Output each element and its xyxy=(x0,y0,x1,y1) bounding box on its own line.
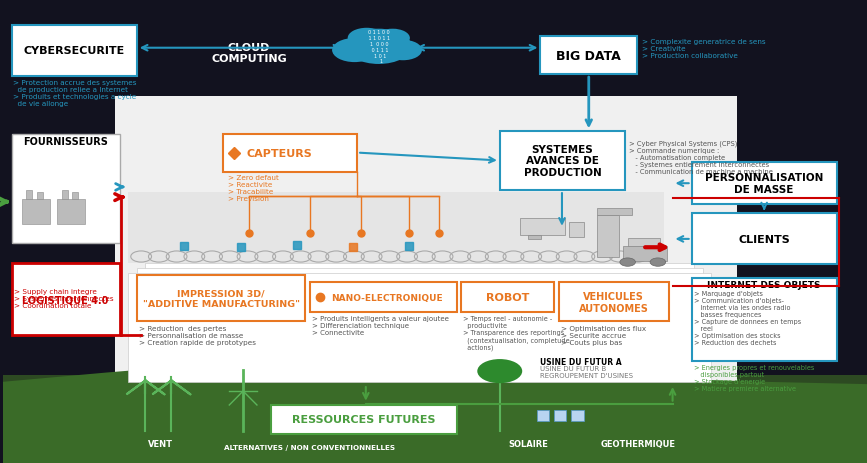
Bar xyxy=(597,215,619,257)
FancyBboxPatch shape xyxy=(692,214,837,265)
Text: > Protection accrue des systemes
  de production reliee a Internet
> Produits et: > Protection accrue des systemes de prod… xyxy=(13,80,137,106)
Text: REGROUPEMENT D'USINES: REGROUPEMENT D'USINES xyxy=(540,372,634,378)
Text: SYSTEMES
AVANCES DE
PRODUCTION: SYSTEMES AVANCES DE PRODUCTION xyxy=(524,144,602,178)
Text: CLIENTS: CLIENTS xyxy=(739,234,790,244)
Circle shape xyxy=(478,359,522,383)
Text: > Reduction  des pertes
> Personnalisation de masse
> Creation rapide de prototy: > Reduction des pertes > Personnalisatio… xyxy=(140,325,257,345)
Text: USINE DU FUTUR A: USINE DU FUTUR A xyxy=(540,357,622,367)
Circle shape xyxy=(384,41,422,61)
Bar xyxy=(597,208,632,215)
Circle shape xyxy=(375,30,410,48)
Bar xyxy=(623,247,667,262)
Bar xyxy=(115,97,738,384)
Text: > Temps reel - autonomie -
  productivite
> Transparence des reportings
  (conte: > Temps reel - autonomie - productivite … xyxy=(464,316,572,350)
FancyBboxPatch shape xyxy=(146,264,694,373)
Bar xyxy=(128,192,664,264)
Text: > Energies propres et renouvelables
   disponibles partout
> Stockage d'energie
: > Energies propres et renouvelables disp… xyxy=(694,364,814,391)
Circle shape xyxy=(332,39,377,63)
Text: NANO-ELECTRONIQUE: NANO-ELECTRONIQUE xyxy=(331,293,443,302)
Bar xyxy=(537,410,549,421)
Text: GEOTHERMIQUE: GEOTHERMIQUE xyxy=(601,439,675,448)
Bar xyxy=(554,410,566,421)
Circle shape xyxy=(348,29,386,49)
Bar xyxy=(36,193,42,199)
FancyBboxPatch shape xyxy=(461,282,554,313)
FancyBboxPatch shape xyxy=(128,273,712,382)
Text: > Supply chain integre
> Systemes interconnectes
> Coordination totale: > Supply chain integre > Systemes interc… xyxy=(14,288,114,308)
Text: FOURNISSEURS: FOURNISSEURS xyxy=(23,136,108,146)
Text: > Cyber Physical Systems (CPS)
> Commande numerique :
   - Automatisation comple: > Cyber Physical Systems (CPS) > Command… xyxy=(629,140,773,174)
Text: > Complexite generatrice de sens
> Creativite
> Production collaborative: > Complexite generatrice de sens > Creat… xyxy=(642,38,766,59)
Bar xyxy=(571,410,583,421)
Text: CAPTEURS: CAPTEURS xyxy=(246,148,312,158)
Text: INTERNET DES OBJETS: INTERNET DES OBJETS xyxy=(707,280,821,289)
Text: USINE DU FUTUR B: USINE DU FUTUR B xyxy=(540,366,607,371)
Text: CYBERSECURITE: CYBERSECURITE xyxy=(23,46,125,56)
FancyBboxPatch shape xyxy=(692,279,837,361)
Bar xyxy=(3,375,867,463)
Polygon shape xyxy=(3,363,867,463)
FancyBboxPatch shape xyxy=(558,282,669,322)
Text: IMPRESSION 3D/
"ADDITIVE MANUFACTURING": IMPRESSION 3D/ "ADDITIVE MANUFACTURING" xyxy=(142,289,300,308)
Text: CLOUD
COMPUTING: CLOUD COMPUTING xyxy=(212,43,287,64)
Circle shape xyxy=(650,258,666,267)
Bar xyxy=(528,235,541,240)
Text: 0 1 1 0 0
 1 1 0 1 1
1  0 0 0
 0 1 1 1
  1 0 1
    1: 0 1 1 0 0 1 1 0 1 1 1 0 0 0 0 1 1 1 1 0 … xyxy=(368,30,390,64)
Text: > Produits intelligents a valeur ajoutee
> Differenciation technique
> Connectiv: > Produits intelligents a valeur ajoutee… xyxy=(312,316,449,336)
Bar xyxy=(62,191,68,199)
Text: VEHICULES
AUTONOMES: VEHICULES AUTONOMES xyxy=(579,291,649,313)
Text: > Zero defaut
> Reactivite
> Tracabilite
> Prevision: > Zero defaut > Reactivite > Tracabilite… xyxy=(227,175,278,202)
Bar xyxy=(519,219,564,235)
Bar xyxy=(22,199,49,225)
FancyBboxPatch shape xyxy=(692,163,837,205)
Text: RESSOURCES FUTURES: RESSOURCES FUTURES xyxy=(292,414,435,425)
Text: BIG DATA: BIG DATA xyxy=(557,50,621,63)
Bar xyxy=(628,238,661,247)
FancyBboxPatch shape xyxy=(11,134,120,243)
Text: > Optimisation des flux
> Securite accrue
> Couts plus bas: > Optimisation des flux > Securite accru… xyxy=(561,325,646,345)
Text: VENT: VENT xyxy=(147,439,173,448)
Bar xyxy=(57,199,85,225)
Bar xyxy=(72,193,78,199)
FancyBboxPatch shape xyxy=(11,264,120,336)
FancyBboxPatch shape xyxy=(137,275,305,322)
FancyBboxPatch shape xyxy=(11,25,137,76)
Circle shape xyxy=(620,258,636,267)
Circle shape xyxy=(346,30,412,65)
Text: SOLAIRE: SOLAIRE xyxy=(508,439,548,448)
Bar xyxy=(26,191,32,199)
Text: PERSONNALISATION
DE MASSE: PERSONNALISATION DE MASSE xyxy=(705,173,824,194)
FancyBboxPatch shape xyxy=(137,269,703,377)
FancyBboxPatch shape xyxy=(499,131,625,191)
FancyBboxPatch shape xyxy=(310,282,457,313)
Text: LOGISTIQUE 4.0: LOGISTIQUE 4.0 xyxy=(23,295,108,305)
Text: ROBOT: ROBOT xyxy=(486,293,529,302)
FancyBboxPatch shape xyxy=(271,405,457,434)
Text: > Marquage d'objets
> Communication d'objets-
   Internet via les ondes radio
  : > Marquage d'objets > Communication d'ob… xyxy=(694,291,801,346)
Bar xyxy=(569,222,584,237)
FancyBboxPatch shape xyxy=(223,134,357,172)
FancyBboxPatch shape xyxy=(540,37,637,75)
Bar xyxy=(3,0,867,102)
Text: ALTERNATIVES / NON CONVENTIONNELLES: ALTERNATIVES / NON CONVENTIONNELLES xyxy=(224,444,395,450)
